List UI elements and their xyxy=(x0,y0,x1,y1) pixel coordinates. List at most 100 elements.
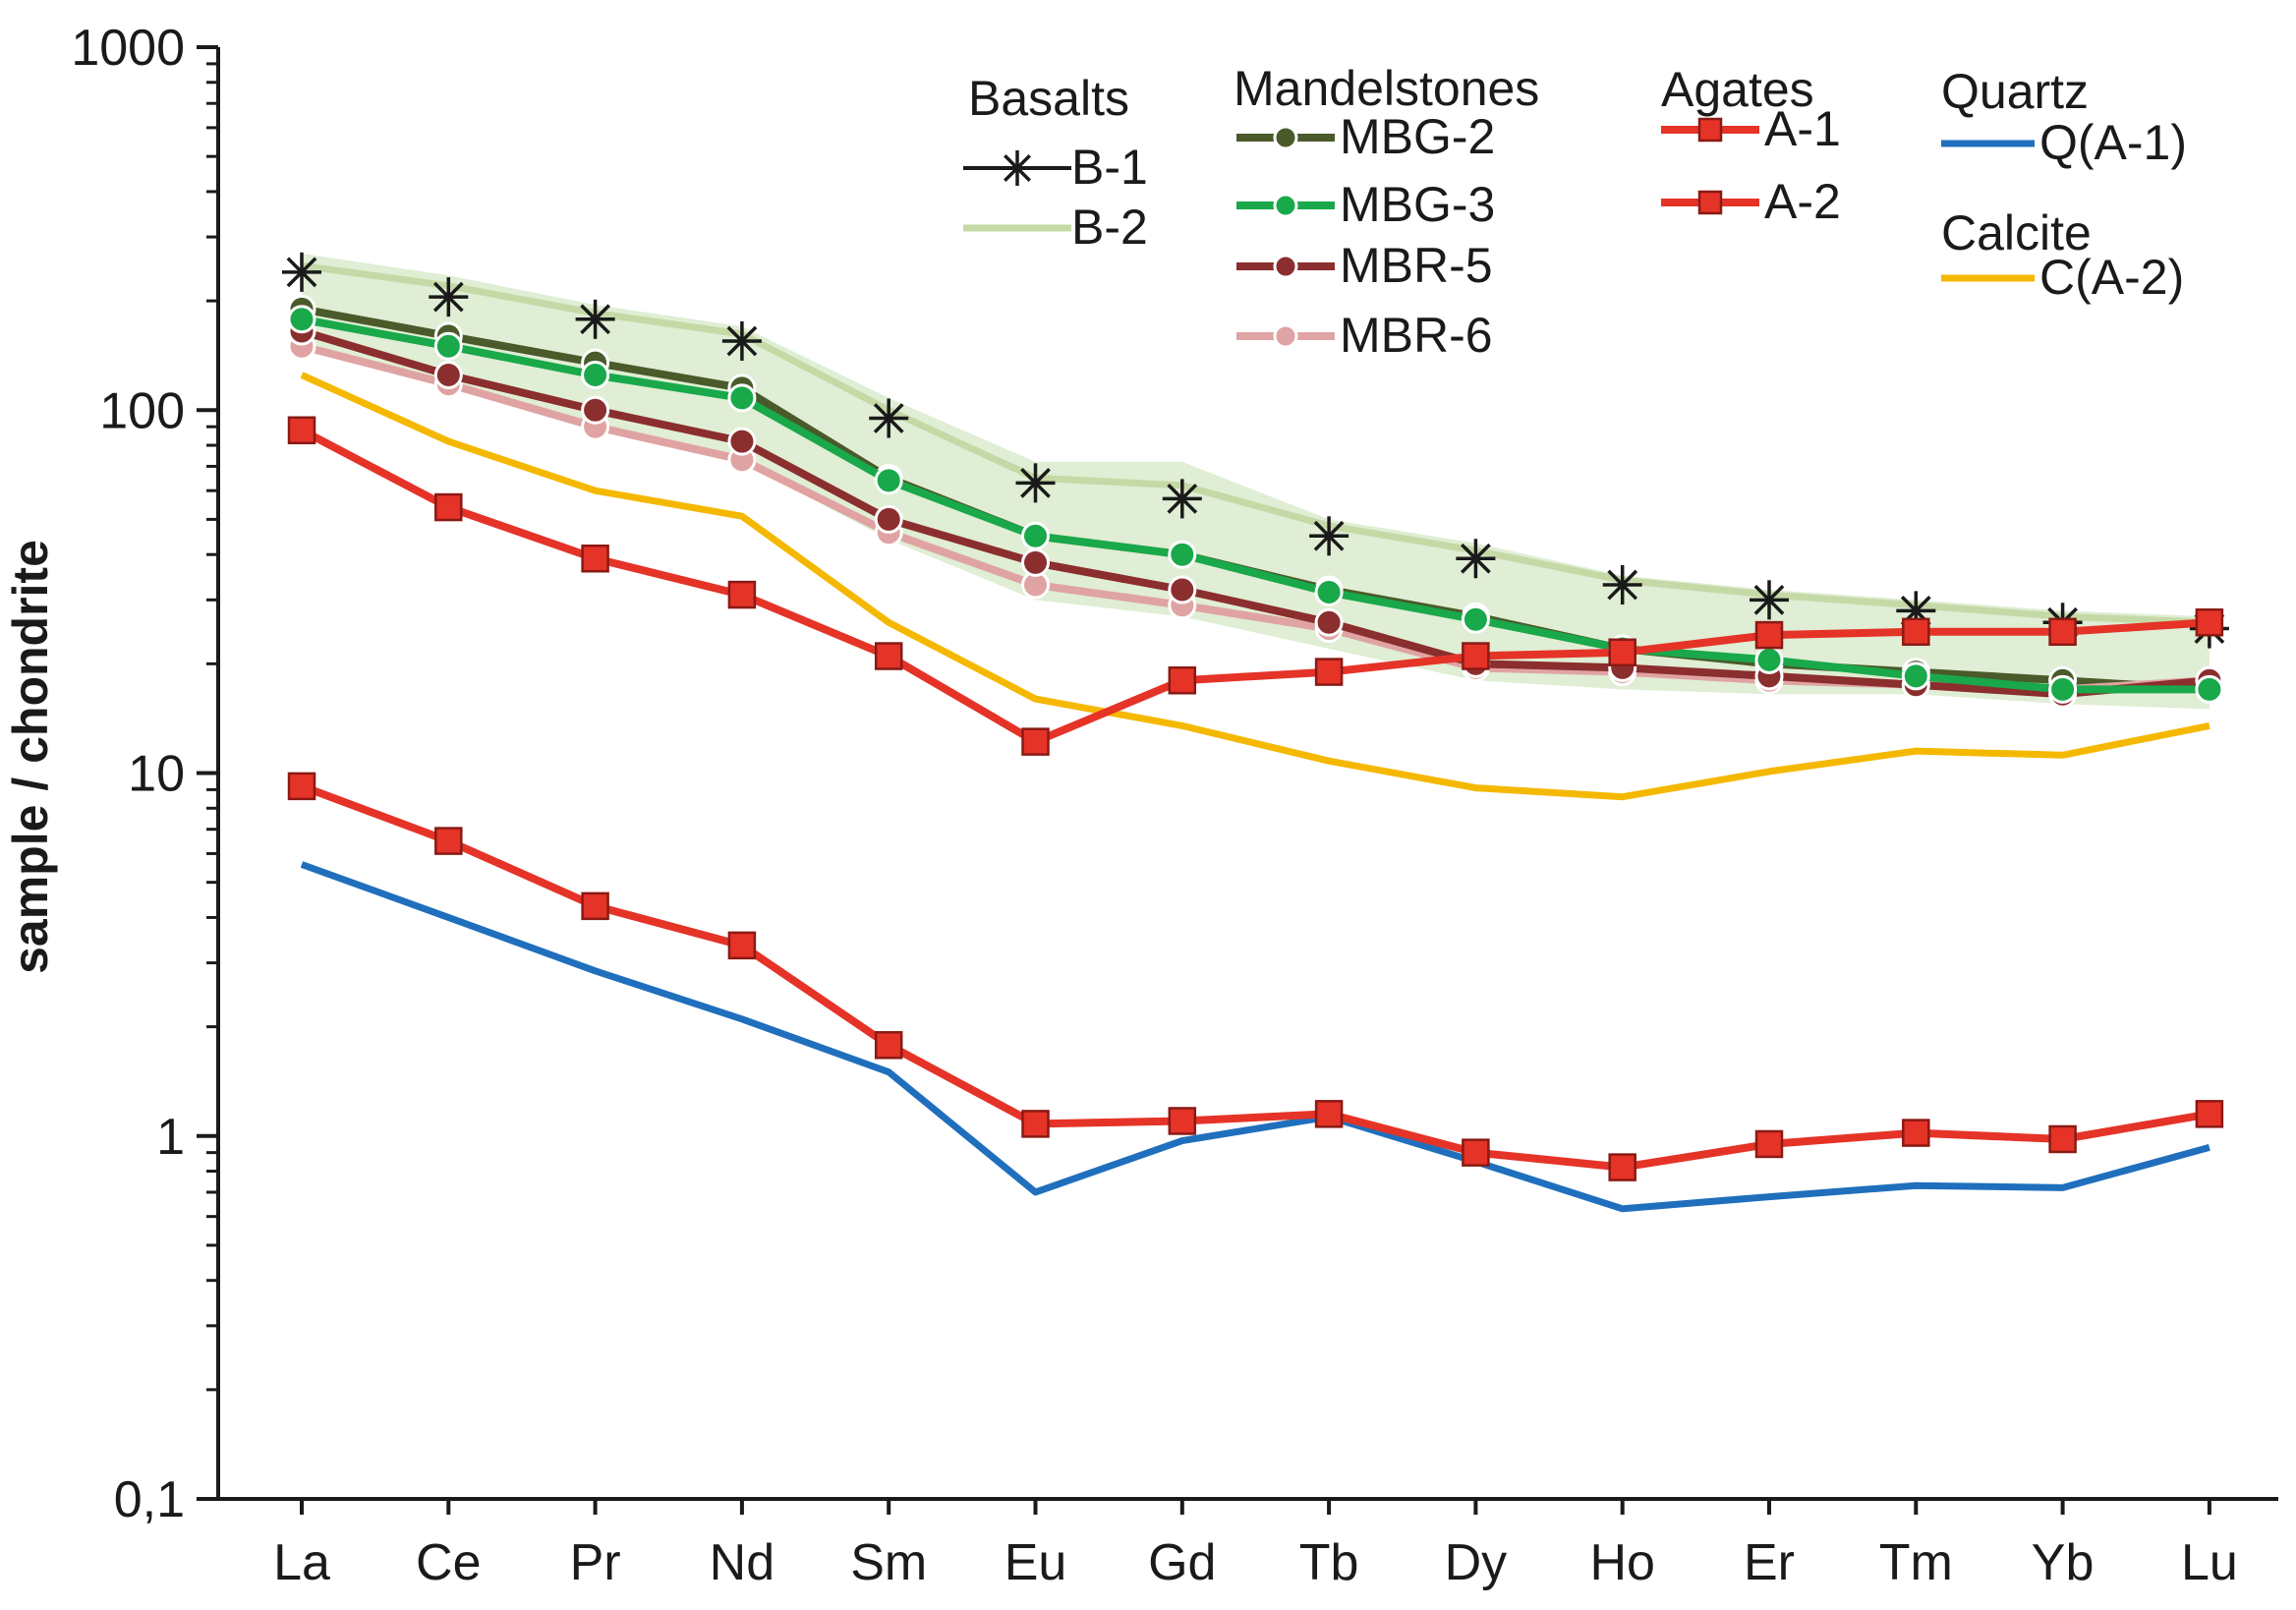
x-tick-label: Tm xyxy=(1879,1534,1953,1591)
series-a1 xyxy=(287,772,2224,1181)
legend-group-title: Quartz xyxy=(1941,64,2089,119)
data-point-a2 xyxy=(2048,617,2077,647)
x-tick-label: Er xyxy=(1744,1534,1795,1591)
series-layer xyxy=(282,252,2229,1213)
series-c xyxy=(300,372,2210,801)
legend-item-a2: A-2 xyxy=(1661,174,1841,229)
star-stroke xyxy=(1313,520,1345,551)
data-point-a2 xyxy=(581,544,609,573)
star-stroke xyxy=(873,403,904,433)
legend-label: B-2 xyxy=(1071,200,1148,255)
data-point-a2 xyxy=(1608,638,1636,666)
data-point-b1 xyxy=(1162,479,1202,519)
data-point-b1 xyxy=(575,299,615,339)
legend-group-title: Basalts xyxy=(968,71,1129,126)
data-point-mbr5 xyxy=(433,360,463,389)
data-point-a1 xyxy=(2195,1100,2224,1128)
legend-item-c: C(A-2) xyxy=(1941,250,2184,305)
legend-label: B-1 xyxy=(1071,140,1148,195)
data-point-mbr5 xyxy=(727,427,757,456)
series-line-b2 xyxy=(301,261,2210,626)
data-point-mbg3 xyxy=(1754,645,1784,674)
data-point-mbr5 xyxy=(1168,575,1197,604)
data-point-mbg3 xyxy=(874,466,903,495)
data-point-mbg3 xyxy=(287,305,316,334)
y-tick-label: 100 xyxy=(99,382,185,439)
data-point-a1 xyxy=(727,931,757,960)
series-a2 xyxy=(287,416,2224,756)
data-point-b1 xyxy=(429,277,469,317)
legend-label: A-1 xyxy=(1764,101,1841,156)
data-point-mbr5 xyxy=(581,395,610,425)
series-line-q xyxy=(300,861,2210,1213)
data-point-a2 xyxy=(1314,658,1344,686)
y-axis-label: sample / chondrite xyxy=(3,540,58,974)
legend-swatch-marker xyxy=(1000,150,1035,186)
data-point-a1 xyxy=(1902,1119,1930,1147)
data-point-mbg3 xyxy=(2048,674,2078,704)
data-point-a2 xyxy=(287,416,316,444)
basalt-range-band xyxy=(302,253,2210,710)
data-point-a2 xyxy=(2195,608,2224,637)
star-stroke xyxy=(1607,569,1638,601)
legend-item-a1: A-1 xyxy=(1661,101,1841,156)
x-tick-label: Ce xyxy=(416,1534,481,1591)
legend-item-b2: B-2 xyxy=(963,200,1148,255)
data-point-mbg3 xyxy=(581,360,610,389)
legend-group-basalts: Basalts B-1B-2 xyxy=(963,71,1148,255)
data-point-a1 xyxy=(434,827,463,855)
x-tick-label: Nd xyxy=(710,1534,775,1591)
data-point-b1 xyxy=(1456,539,1496,579)
data-point-mbg3 xyxy=(1461,604,1490,634)
data-point-a1 xyxy=(2048,1124,2077,1154)
legend-group-title: Mandelstones xyxy=(1234,61,1539,116)
data-point-a2 xyxy=(1902,617,1930,647)
legend-label: MBG-2 xyxy=(1340,109,1495,164)
x-tick-label: Ho xyxy=(1589,1534,1654,1591)
legend-group-title: Agates xyxy=(1661,62,1814,117)
star-stroke xyxy=(726,325,758,357)
legend-item-q: Q(A-1) xyxy=(1941,115,2187,170)
data-point-a2 xyxy=(1168,665,1197,695)
data-point-b1 xyxy=(869,398,909,438)
legend-label: A-2 xyxy=(1764,174,1841,229)
legend-swatch-marker xyxy=(1697,190,1723,215)
series-q xyxy=(300,861,2210,1213)
series-line-a2 xyxy=(300,427,2210,746)
data-point-a2 xyxy=(1754,620,1784,650)
star-stroke xyxy=(1020,467,1051,498)
data-point-mbg3 xyxy=(433,331,463,361)
legend-group-title: Calcite xyxy=(1941,205,2092,260)
legend-item-mbr5: MBR-5 xyxy=(1236,238,1493,293)
y-tick-label: 0,1 xyxy=(114,1471,185,1528)
data-point-b1 xyxy=(1750,580,1789,620)
x-tick-label: Pr xyxy=(570,1534,621,1591)
series-line-a1 xyxy=(300,782,2210,1172)
series-line-mbr5 xyxy=(300,327,2210,699)
x-tick-label: Lu xyxy=(2181,1534,2238,1591)
axes-layer: 1000 100 10 1 0,1 La Ce Pr Nd Sm Eu Gd Tb Dy Ho Er Tm Yb L… xyxy=(71,20,2278,1591)
data-point-b1 xyxy=(1015,463,1056,503)
data-point-mbg3 xyxy=(727,383,757,413)
data-point-a1 xyxy=(287,772,316,801)
star-stroke xyxy=(286,257,317,288)
series-line-c xyxy=(300,372,2210,801)
legend-swatch-marker xyxy=(1273,323,1298,349)
data-point-mbr5 xyxy=(874,504,903,534)
star-stroke xyxy=(580,304,610,335)
legend-item-mbg3: MBG-3 xyxy=(1236,177,1495,232)
data-point-a2 xyxy=(1021,727,1050,756)
data-point-mbg3 xyxy=(1901,661,1930,691)
data-point-a1 xyxy=(1462,1138,1490,1167)
legend-label: MBR-6 xyxy=(1340,308,1493,363)
data-point-b1 xyxy=(1309,516,1349,556)
data-point-mbg3 xyxy=(1021,521,1050,550)
data-point-a1 xyxy=(1021,1110,1050,1138)
data-point-mbr5 xyxy=(1314,607,1344,637)
legend-swatch-marker xyxy=(1273,254,1298,279)
star-stroke xyxy=(1167,484,1198,514)
data-point-a1 xyxy=(1168,1107,1197,1135)
